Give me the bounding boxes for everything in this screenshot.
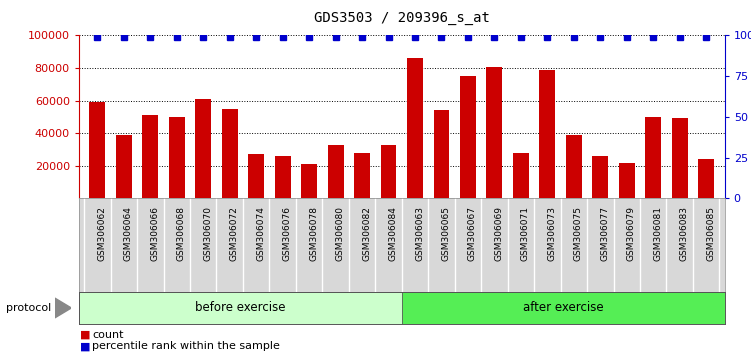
Bar [222,109,237,198]
Bar [169,117,185,198]
Text: GSM306080: GSM306080 [336,206,345,261]
Bar [301,164,317,198]
Text: GSM306068: GSM306068 [176,206,185,261]
Text: after exercise: after exercise [523,302,604,314]
Bar [79,292,402,324]
Text: percentile rank within the sample: percentile rank within the sample [92,341,280,351]
Bar [354,153,370,198]
Bar [619,163,635,198]
Text: before exercise: before exercise [195,302,285,314]
Bar [381,144,397,198]
Text: ■: ■ [80,341,91,351]
Bar [327,144,343,198]
Text: GSM306062: GSM306062 [98,206,107,261]
Bar [487,67,502,198]
Text: GSM306084: GSM306084 [388,206,397,261]
Bar [513,154,529,198]
Bar [645,117,661,198]
Text: GSM306064: GSM306064 [124,206,133,261]
Text: GSM306066: GSM306066 [150,206,159,261]
Bar [275,156,291,198]
Bar [89,102,105,198]
Text: GSM306073: GSM306073 [547,206,556,261]
Bar [672,118,688,198]
Text: GSM306071: GSM306071 [521,206,530,261]
Text: GSM306077: GSM306077 [600,206,609,261]
Text: GSM306083: GSM306083 [680,206,689,261]
Bar [433,110,449,198]
Text: GSM306074: GSM306074 [256,206,265,261]
Bar [566,135,582,198]
Text: GSM306067: GSM306067 [468,206,477,261]
Text: GSM306082: GSM306082 [362,206,371,261]
Text: GDS3503 / 209396_s_at: GDS3503 / 209396_s_at [314,11,490,25]
Text: GSM306070: GSM306070 [204,206,213,261]
Bar [539,70,555,198]
Text: GSM306075: GSM306075 [574,206,583,261]
Text: GSM306076: GSM306076 [282,206,291,261]
Bar [407,58,423,198]
Text: GSM306069: GSM306069 [494,206,503,261]
Bar [593,156,608,198]
Bar [698,159,714,198]
Bar [402,292,725,324]
Text: protocol: protocol [6,303,51,313]
Text: count: count [92,330,124,339]
Bar [249,154,264,198]
Text: GSM306078: GSM306078 [309,206,318,261]
Polygon shape [55,298,71,318]
Text: GSM306085: GSM306085 [706,206,715,261]
Text: GSM306072: GSM306072 [230,206,239,261]
Text: GSM306065: GSM306065 [442,206,451,261]
Text: GSM306081: GSM306081 [653,206,662,261]
Text: GSM306079: GSM306079 [627,206,636,261]
Text: GSM306063: GSM306063 [415,206,424,261]
Text: ■: ■ [80,330,91,339]
Bar [143,115,158,198]
Bar [195,99,211,198]
Bar [116,135,131,198]
Bar [460,76,476,198]
